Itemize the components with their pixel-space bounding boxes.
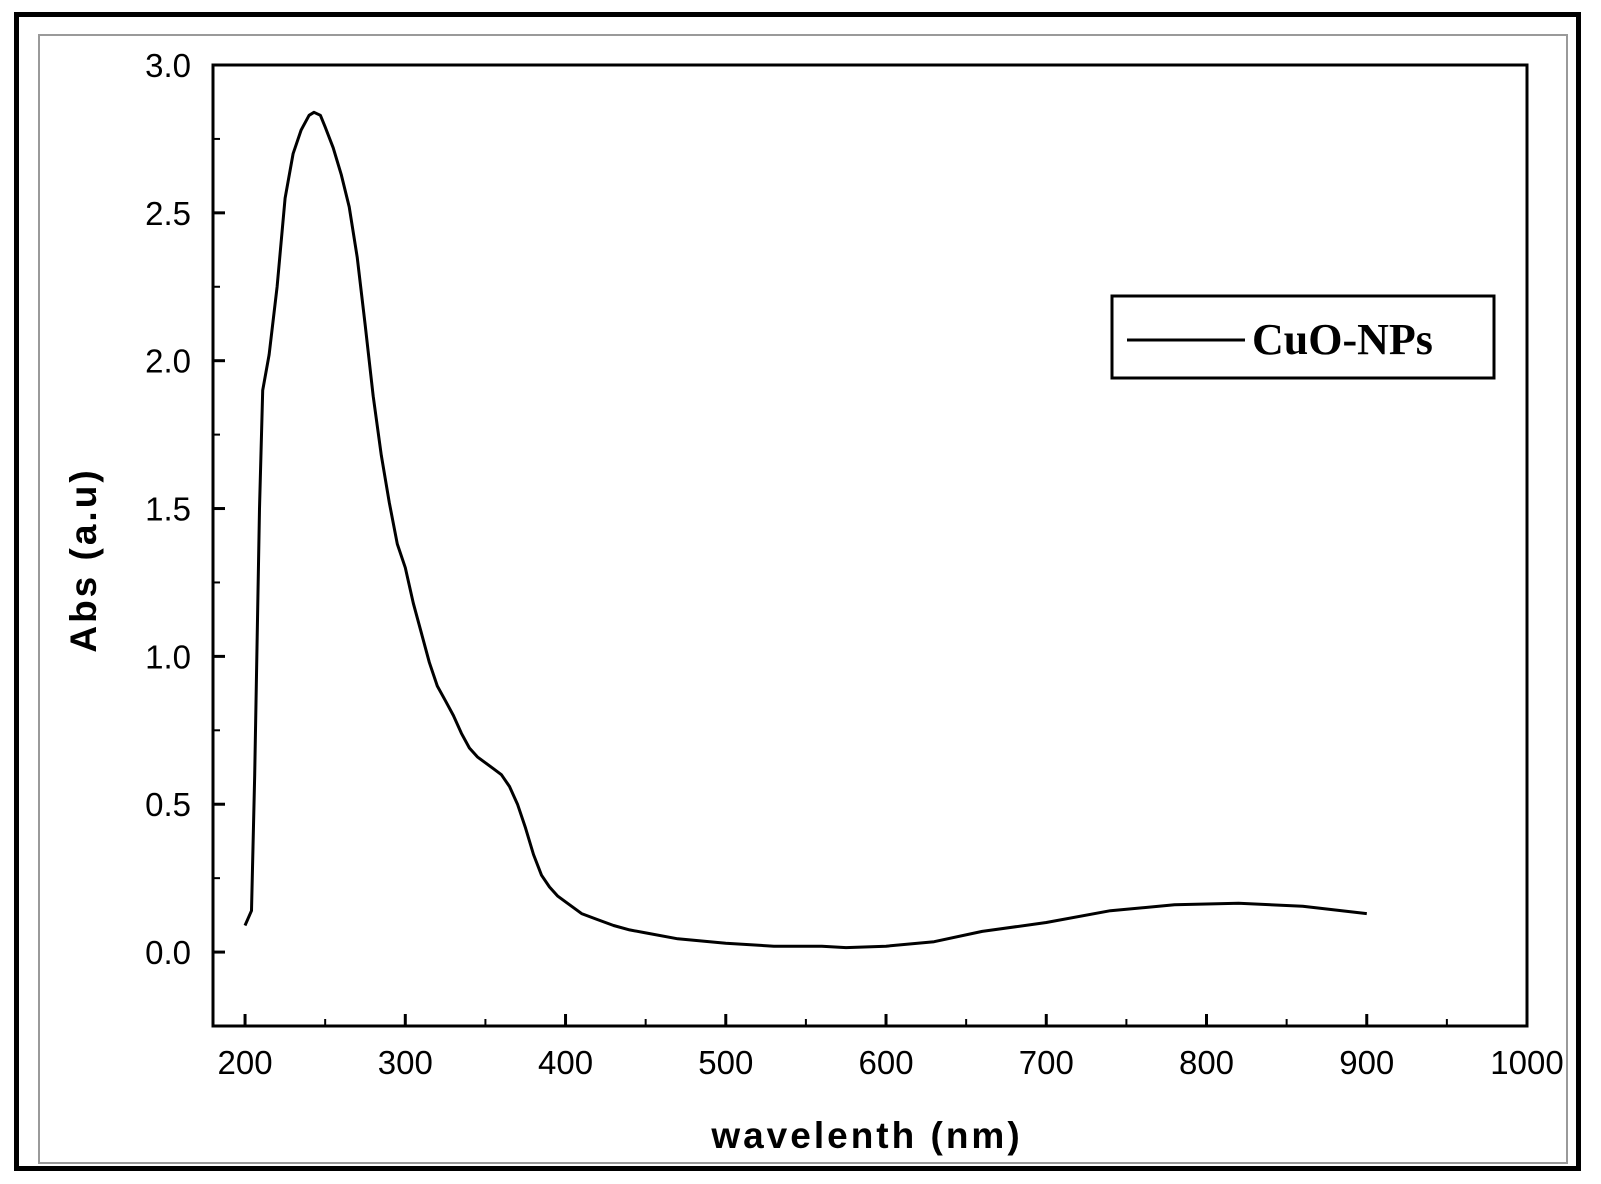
x-tick-label: 300 <box>378 1044 433 1081</box>
figure-inner-border <box>38 34 1568 1164</box>
x-tick-label: 500 <box>698 1044 753 1081</box>
y-tick-label: 3.0 <box>145 47 191 84</box>
legend: CuO-NPs <box>1110 294 1496 380</box>
x-tick-label: 700 <box>1019 1044 1074 1081</box>
legend-box <box>1110 294 1496 380</box>
y-tick-label: 0.5 <box>145 786 191 823</box>
y-axis-ticks: 0.0 0.5 1.0 1.5 2.0 2.5 3.0 <box>145 47 225 1027</box>
y-tick-label: 1.5 <box>145 491 191 528</box>
y-tick-label: 2.5 <box>145 195 191 232</box>
y-axis-title: Abs (a.u) <box>63 467 104 652</box>
series-line-cuo-nps <box>243 110 1367 950</box>
x-axis-title: wavelenth (nm) <box>710 1115 1022 1156</box>
figure-outer-border <box>14 12 1581 1171</box>
x-tick-label: 400 <box>538 1044 593 1081</box>
x-tick-label: 600 <box>858 1044 913 1081</box>
y-tick-label: 1.0 <box>145 638 191 675</box>
legend-label-cuo-nps: CuO-NPs <box>1252 315 1433 364</box>
x-tick-label: 800 <box>1179 1044 1234 1081</box>
x-tick-label: 1000 <box>1490 1044 1563 1081</box>
y-tick-label: 0.0 <box>145 934 191 971</box>
x-tick-label: 200 <box>218 1044 273 1081</box>
x-tick-label: 900 <box>1339 1044 1394 1081</box>
series-layer <box>243 110 1367 950</box>
y-tick-label: 2.0 <box>145 343 191 380</box>
plot-area-frame <box>211 63 1529 1028</box>
x-axis-ticks: 200 300 400 500 600 700 800 900 1000 <box>218 1014 1564 1081</box>
